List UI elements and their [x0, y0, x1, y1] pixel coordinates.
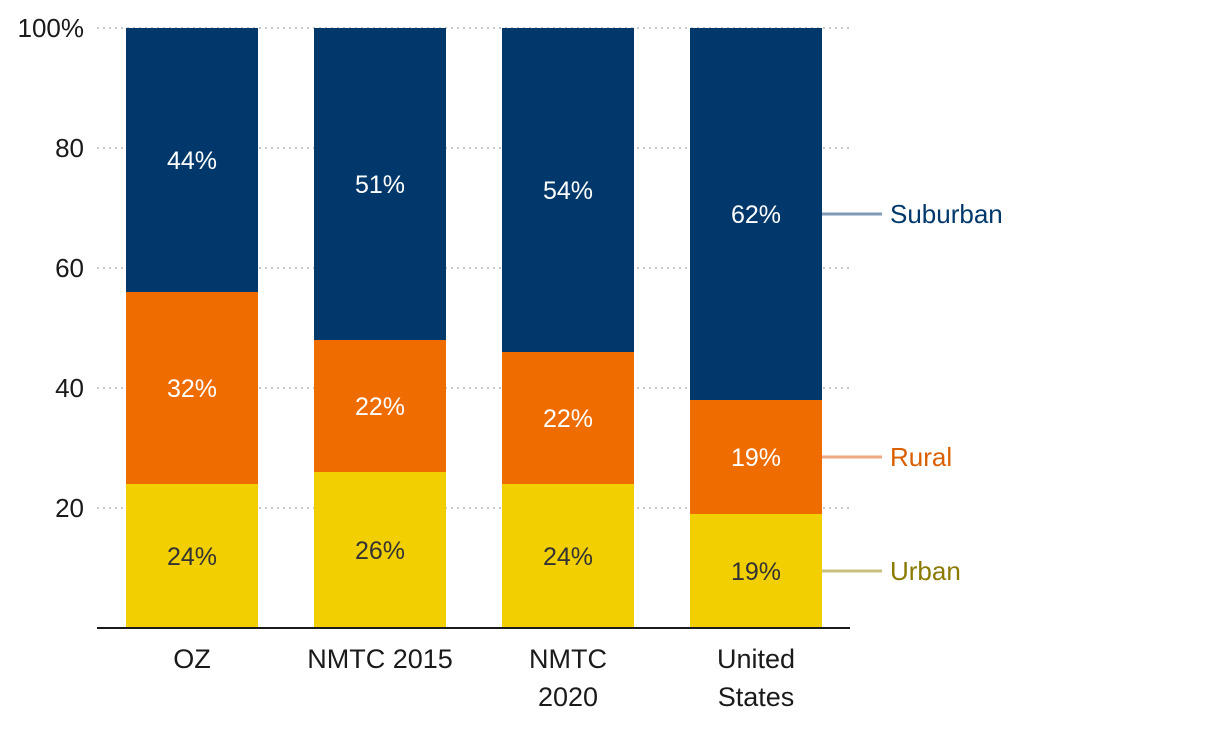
- bar-segment-urban-united-states: [690, 514, 822, 628]
- bar-segment-rural-oz: [126, 292, 258, 484]
- bar-segment-suburban-nmtc-2020: [502, 28, 634, 352]
- data-label-urban-nmtc-2020: 24%: [543, 543, 593, 571]
- data-label-urban-nmtc-2015: 26%: [355, 537, 405, 565]
- bars: 24% 32% 44% 26% 22% 51% 24% 22% 54% 19% 19% 62%: [126, 28, 822, 628]
- bar-segment-urban-nmtc-2020: [502, 484, 634, 628]
- bar-segment-suburban-oz: [126, 28, 258, 292]
- x-tick-label-nmtc-2020: NMTC 2020: [529, 644, 607, 712]
- legend-label-urban: Urban: [890, 556, 961, 586]
- axes: 20 40 60 80 100% OZ NMTC 2015 NMTC 2020 United Sta…: [18, 13, 850, 712]
- y-tick-label-80: 80: [55, 133, 84, 163]
- bar-segment-rural-nmtc-2020: [502, 352, 634, 484]
- y-tick-label-20: 20: [55, 493, 84, 523]
- y-tick-label-100: 100%: [18, 13, 85, 43]
- x-tick-label-nmtc-2015: NMTC 2015: [307, 644, 453, 674]
- data-label-suburban-nmtc-2020: 54%: [543, 177, 593, 205]
- bar-segment-rural-united-states: [690, 400, 822, 514]
- data-label-rural-united-states: 19%: [731, 444, 781, 472]
- data-label-rural-oz: 32%: [167, 375, 217, 403]
- x-tick-label-oz: OZ: [173, 644, 211, 674]
- legend-label-suburban: Suburban: [890, 199, 1003, 229]
- data-label-rural-nmtc-2020: 22%: [543, 405, 593, 433]
- legend-label-rural: Rural: [890, 442, 952, 472]
- x-tick-label-united-states: United States: [717, 644, 795, 712]
- legend: Urban Rural Suburban: [822, 199, 1003, 586]
- data-label-rural-nmtc-2015: 22%: [355, 393, 405, 421]
- bar-segment-suburban-united-states: [690, 28, 822, 400]
- bar-segment-rural-nmtc-2015: [314, 340, 446, 472]
- data-label-suburban-oz: 44%: [167, 147, 217, 175]
- bar-segment-urban-oz: [126, 484, 258, 628]
- data-label-suburban-united-states: 62%: [731, 201, 781, 229]
- data-label-urban-united-states: 19%: [731, 558, 781, 586]
- y-tick-label-60: 60: [55, 253, 84, 283]
- data-label-suburban-nmtc-2015: 51%: [355, 171, 405, 199]
- data-label-urban-oz: 24%: [167, 543, 217, 571]
- y-tick-label-40: 40: [55, 373, 84, 403]
- bar-segment-urban-nmtc-2015: [314, 472, 446, 628]
- bar-segment-suburban-nmtc-2015: [314, 28, 446, 340]
